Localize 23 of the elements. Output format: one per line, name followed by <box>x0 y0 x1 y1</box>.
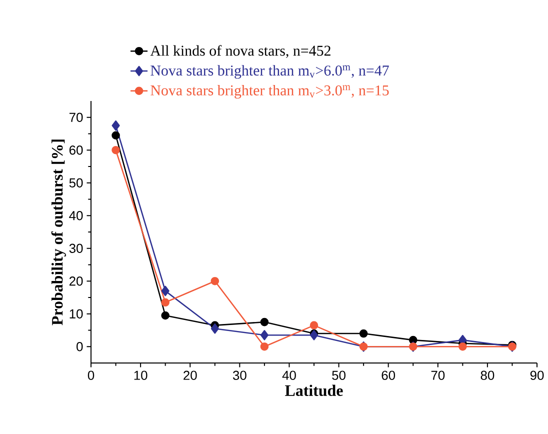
y-tick-label: 60 <box>69 146 83 155</box>
x-axis-title: Latitude <box>285 384 343 396</box>
y-tick-label: 0 <box>76 342 83 352</box>
x-tick-label: 0 <box>88 370 94 380</box>
y-tick-label: 30 <box>69 244 83 253</box>
legend-label: Nova stars brighter than m$_{v}$>3.0$^{m}$, n=15 <box>150 84 389 99</box>
x-tick-label: 10 <box>134 370 148 380</box>
y-tick-label: 50 <box>69 178 83 188</box>
legend-label: All kinds of nova stars, n=452 <box>150 45 330 58</box>
y-tick-label: 40 <box>69 211 83 220</box>
x-tick-label: 50 <box>332 370 346 380</box>
x-tick-label: 90 <box>530 370 544 380</box>
y-tick-label: 70 <box>70 112 83 122</box>
x-tick-label: 40 <box>282 370 296 380</box>
x-tick-label: 30 <box>232 370 246 380</box>
x-tick-label: 60 <box>382 370 396 380</box>
x-tick-label: 70 <box>431 370 445 380</box>
y-tick-label: 10 <box>70 309 83 318</box>
y-tick-label: 20 <box>69 276 83 286</box>
x-tick-label: 20 <box>184 370 197 380</box>
x-tick-label: 80 <box>480 370 494 380</box>
legend-label: Nova stars brighter than m$_{v}$>6.0$^{m}$, n=47 <box>150 65 389 79</box>
y-axis-title: Probability of outburst [%] <box>51 140 66 326</box>
